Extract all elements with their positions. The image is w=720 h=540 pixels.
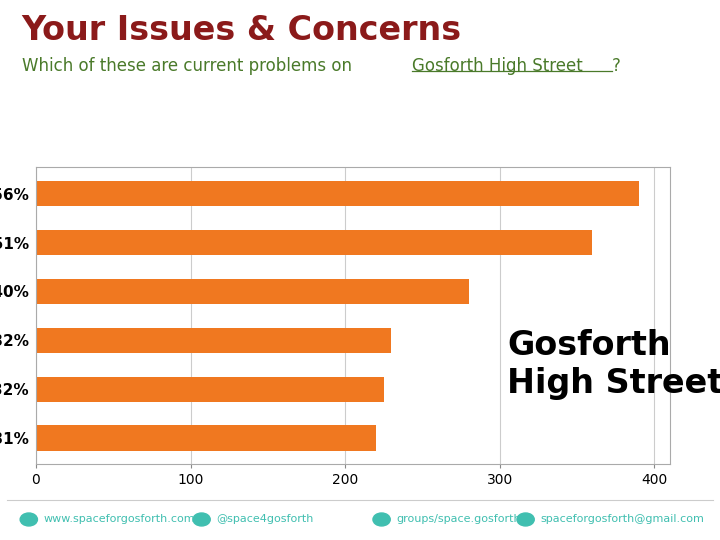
Text: Your Issues & Concerns: Your Issues & Concerns [22,14,462,46]
Text: Gosforth High Street: Gosforth High Street [412,57,582,75]
Text: www.spaceforgosforth.com: www.spaceforgosforth.com [43,515,195,524]
Bar [36,279,469,304]
Text: ?: ? [611,57,621,75]
Text: groups/space.gosforth: groups/space.gosforth [396,515,521,524]
Text: Gosforth
High Street: Gosforth High Street [508,329,720,401]
Bar [36,181,639,206]
Bar [36,376,384,402]
Text: spaceforgosforth@gmail.com: spaceforgosforth@gmail.com [540,515,704,524]
Text: @space4gosforth: @space4gosforth [216,515,313,524]
Bar [36,426,376,451]
Bar [36,230,593,255]
Text: Which of these are current problems on: Which of these are current problems on [22,57,357,75]
Bar [36,328,392,353]
